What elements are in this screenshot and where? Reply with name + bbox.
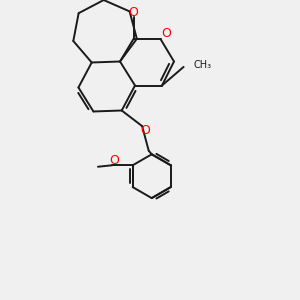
Text: CH₃: CH₃ [193,60,211,70]
Text: O: O [129,5,138,19]
Text: O: O [109,154,119,167]
Text: O: O [140,124,150,137]
Text: O: O [161,27,171,40]
